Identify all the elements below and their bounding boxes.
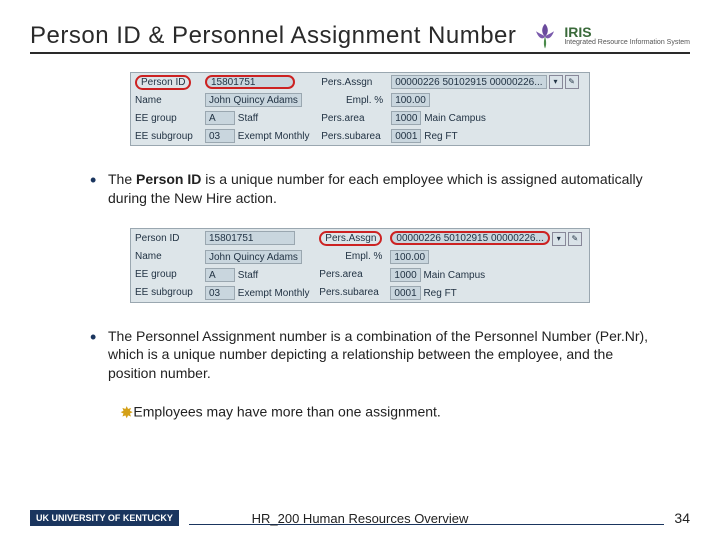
ee-subgroup-label-2: EE subgroup bbox=[131, 284, 201, 302]
pers-subarea-text-2: Reg FT bbox=[423, 288, 456, 299]
uk-logo: UK UNIVERSITY OF KENTUCKY bbox=[30, 510, 179, 526]
ee-subgroup-text-2: Exempt Monthly bbox=[238, 288, 310, 299]
ee-subgroup-code: 03 bbox=[205, 129, 235, 143]
star-icon: ✸ bbox=[120, 405, 133, 422]
pers-assgn-label-highlighted: Pers.Assgn bbox=[319, 231, 382, 246]
sub-note: ✸Employees may have more than one assign… bbox=[120, 403, 650, 423]
empl-pct-value-2: 100.00 bbox=[390, 250, 429, 264]
note-text: Employees may have more than one assignm… bbox=[133, 404, 440, 420]
ee-group-label-2: EE group bbox=[131, 266, 201, 284]
ee-group-text: Staff bbox=[238, 113, 258, 124]
ee-group-label: EE group bbox=[131, 109, 201, 127]
ee-subgroup-code-2: 03 bbox=[205, 286, 235, 300]
ee-group-text-2: Staff bbox=[238, 270, 258, 281]
bullet-2: The Personnel Assignment number is a com… bbox=[90, 327, 650, 384]
person-id-label-2: Person ID bbox=[131, 229, 201, 247]
pers-subarea-label-2: Pers.subarea bbox=[315, 284, 386, 302]
empl-pct-value: 100.00 bbox=[391, 93, 430, 107]
pers-assgn-value: 00000226 50102915 00000226... bbox=[391, 75, 546, 89]
ee-subgroup-text: Exempt Monthly bbox=[238, 131, 310, 142]
bullet-1: The Person ID is a unique number for eac… bbox=[90, 170, 650, 208]
pers-subarea-code: 0001 bbox=[391, 129, 421, 143]
name-value: John Quincy Adams bbox=[205, 93, 302, 107]
logo-text-main: IRIS bbox=[564, 25, 690, 39]
empl-pct-label-2: Empl. % bbox=[315, 248, 386, 266]
ee-subgroup-label: EE subgroup bbox=[131, 127, 201, 145]
empl-pct-label: Empl. % bbox=[317, 91, 387, 109]
logo-text-sub: Integrated Resource Information System bbox=[564, 39, 690, 46]
pers-assgn-label: Pers.Assgn bbox=[317, 73, 387, 91]
pers-subarea-code-2: 0001 bbox=[390, 286, 420, 300]
dropdown-icon-2[interactable]: ▾ bbox=[552, 232, 566, 246]
pers-area-text: Main Campus bbox=[424, 113, 486, 124]
pers-area-label: Pers.area bbox=[317, 109, 387, 127]
pers-subarea-label: Pers.subarea bbox=[317, 127, 387, 145]
name-label: Name bbox=[131, 91, 201, 109]
info-panel-1: Person ID 15801751 Pers.Assgn 00000226 5… bbox=[130, 72, 590, 146]
name-label-2: Name bbox=[131, 248, 201, 266]
detail-icon[interactable]: ✎ bbox=[565, 75, 579, 89]
name-value-2: John Quincy Adams bbox=[205, 250, 302, 264]
pers-assgn-value-2: 00000226 50102915 00000226... bbox=[390, 231, 549, 245]
pers-area-text-2: Main Campus bbox=[423, 270, 485, 281]
ee-group-code-2: A bbox=[205, 268, 235, 282]
person-id-value-2: 15801751 bbox=[205, 231, 295, 245]
b1-pre: The bbox=[108, 171, 136, 187]
person-id-value: 15801751 bbox=[205, 75, 295, 89]
b1-bold: Person ID bbox=[136, 171, 201, 187]
detail-icon-2[interactable]: ✎ bbox=[568, 232, 582, 246]
dropdown-icon[interactable]: ▾ bbox=[549, 75, 563, 89]
slide-header: Person ID & Personnel Assignment Number … bbox=[30, 20, 690, 54]
b2-text: The Personnel Assignment number is a com… bbox=[90, 327, 650, 384]
pers-subarea-text: Reg FT bbox=[424, 131, 457, 142]
info-panel-2: Person ID 15801751 Pers.Assgn 00000226 5… bbox=[130, 228, 590, 302]
iris-flower-icon bbox=[530, 20, 560, 50]
page-number: 34 bbox=[674, 510, 690, 526]
ee-group-code: A bbox=[205, 111, 235, 125]
footer-course: HR_200 Human Resources Overview bbox=[252, 511, 469, 526]
slide-title: Person ID & Personnel Assignment Number bbox=[30, 22, 516, 50]
pers-area-code-2: 1000 bbox=[390, 268, 420, 282]
pers-area-code: 1000 bbox=[391, 111, 421, 125]
pers-area-label-2: Pers.area bbox=[315, 266, 386, 284]
iris-logo: IRIS Integrated Resource Information Sys… bbox=[530, 20, 690, 50]
person-id-label-highlighted: Person ID bbox=[135, 75, 191, 90]
slide-footer: UK UNIVERSITY OF KENTUCKY HR_200 Human R… bbox=[0, 510, 720, 526]
